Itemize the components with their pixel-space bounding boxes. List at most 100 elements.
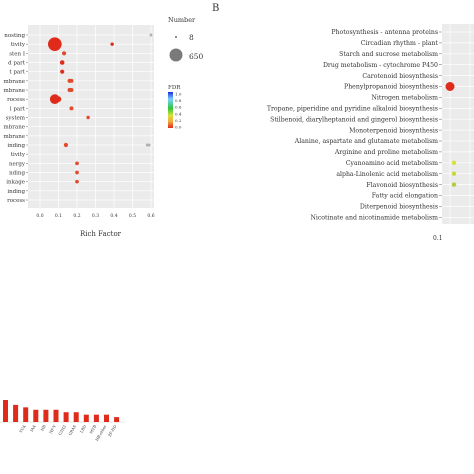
data-point [451, 160, 457, 165]
category-label: l part [10, 106, 26, 112]
color-legend-tick-label: 1.0 [175, 92, 182, 97]
category-label: Cyanoamino acid metabolism [346, 160, 438, 167]
bar [33, 409, 39, 422]
category-label: Stilbenoid, diarylheptanoid and gingerol… [270, 116, 438, 123]
color-legend-tick-label: 0.8 [175, 98, 182, 103]
bar [104, 414, 109, 422]
panel-b-points [445, 82, 457, 187]
bar-tick-label: NF-Y [48, 424, 57, 435]
data-point [75, 161, 79, 166]
size-legend-max: 650 [189, 52, 204, 61]
category-label: Diterpenoid biosynthesis [360, 204, 438, 211]
data-point [75, 179, 79, 184]
category-label: Carotenoid biosynthesis [362, 73, 438, 80]
category-label: nosting [4, 33, 25, 39]
category-label: sten I [9, 51, 25, 57]
category-label: Circadian rhythm - plant [361, 40, 439, 47]
bar-tick-label: MYB [88, 424, 97, 435]
category-label: inding [7, 189, 25, 195]
bar [83, 414, 89, 422]
size-legend: Number 8 650 [168, 16, 204, 62]
panel-b-category-labels: Photosynthesis - antenna proteins Circadi… [267, 29, 442, 222]
data-point [67, 87, 72, 93]
panel-a-points [48, 33, 153, 184]
category-label: tivity [11, 152, 26, 158]
category-label: system [6, 116, 26, 122]
data-point [60, 69, 65, 74]
x-tick-label: 0.0 [36, 213, 43, 219]
bar [3, 400, 8, 422]
panel-a-horizontal-grid [28, 34, 154, 201]
x-tick-label: 0.2 [73, 213, 80, 219]
bar-tick-label: ZF-HD [107, 424, 118, 438]
data-point [49, 94, 60, 105]
bar-tick-label: LBD [79, 424, 88, 434]
panel-c-bars [3, 400, 120, 422]
category-label: mbrane [4, 88, 25, 94]
color-legend-tick-label: 0.2 [175, 118, 182, 123]
x-tick-label: 0.4 [110, 213, 117, 219]
data-point [86, 115, 90, 120]
bar [114, 417, 120, 422]
category-label: inkage [6, 180, 25, 186]
panel-b-x-tick: 0.1 [433, 235, 443, 242]
category-label: Nitrogen metabolism [371, 95, 438, 102]
panel-b: Photosynthesis - antenna proteins Circadi… [267, 24, 474, 242]
bar-tick-label: IAA [29, 424, 37, 433]
data-point [69, 106, 74, 111]
data-point [149, 33, 153, 37]
panel-a-vertical-grid [39, 25, 152, 208]
x-tick-label: 0.3 [92, 213, 99, 219]
bar-tick-label: C2H2 [57, 424, 67, 437]
category-label: Phenylpropanoid biosynthesis [344, 84, 438, 91]
category-label: Arginine and proline metabolism [334, 149, 438, 156]
size-legend-large-dot [169, 48, 183, 62]
category-label: Photosynthesis - antenna proteins [331, 29, 438, 36]
color-legend-tick-label: 0.4 [175, 111, 182, 116]
size-legend-min: 8 [189, 33, 194, 42]
data-point [63, 142, 68, 148]
category-label: nding [9, 171, 25, 177]
category-label: Drug metabolism - cytochrome P450 [323, 62, 438, 69]
panel-a-plot-area [28, 25, 154, 208]
data-point [59, 60, 65, 65]
category-label: t part [9, 70, 25, 76]
bar [43, 409, 49, 422]
category-label: Starch and sucrose metabolism [339, 51, 438, 58]
panel-a-category-labels: nosting tivity sten I d part t part mbrane mbr… [4, 33, 28, 204]
data-point [110, 42, 114, 46]
category-label: alpha-Linolenic acid metabolism [336, 171, 438, 178]
size-legend-title: Number [168, 16, 196, 24]
color-legend-ticks: 1.00.8 0.60.4 0.2 0.0 [175, 92, 182, 130]
color-legend-bar [168, 92, 173, 128]
bar [23, 407, 29, 422]
bar-tick-label: TUA [18, 424, 27, 434]
data-point [61, 51, 67, 56]
category-label: d part [8, 61, 26, 67]
panel-b-grid [442, 24, 474, 224]
data-point [75, 170, 79, 175]
category-label: tivity [11, 42, 26, 48]
data-point [451, 182, 457, 187]
panel-a-x-axis-label: Rich Factor [80, 230, 122, 238]
panel-a: nosting tivity sten I d part t part mbrane mbr… [4, 25, 155, 238]
data-point [48, 37, 62, 51]
panel-a-x-tick-labels: 0.0 0.1 0.2 0.3 0.4 0.5 0.6 [36, 213, 154, 219]
bar [63, 412, 69, 422]
x-tick-label: 0.5 [129, 213, 136, 219]
size-legend-small-dot [175, 36, 177, 38]
data-point [67, 78, 72, 83]
bar-tick-label: GRAS [67, 424, 77, 437]
panel-b-letter: B [212, 3, 219, 14]
bar [53, 409, 59, 422]
bar [13, 404, 19, 422]
data-point [451, 171, 457, 176]
category-label: rocess [7, 97, 25, 103]
bar [93, 414, 99, 422]
category-label: Monoterpenoid biosynthesis [349, 127, 438, 134]
color-legend-title: FDR [168, 85, 181, 91]
bar-tick-label: HB [39, 424, 46, 432]
category-label: Alanine, aspartate and glutamate metabol… [294, 138, 438, 145]
